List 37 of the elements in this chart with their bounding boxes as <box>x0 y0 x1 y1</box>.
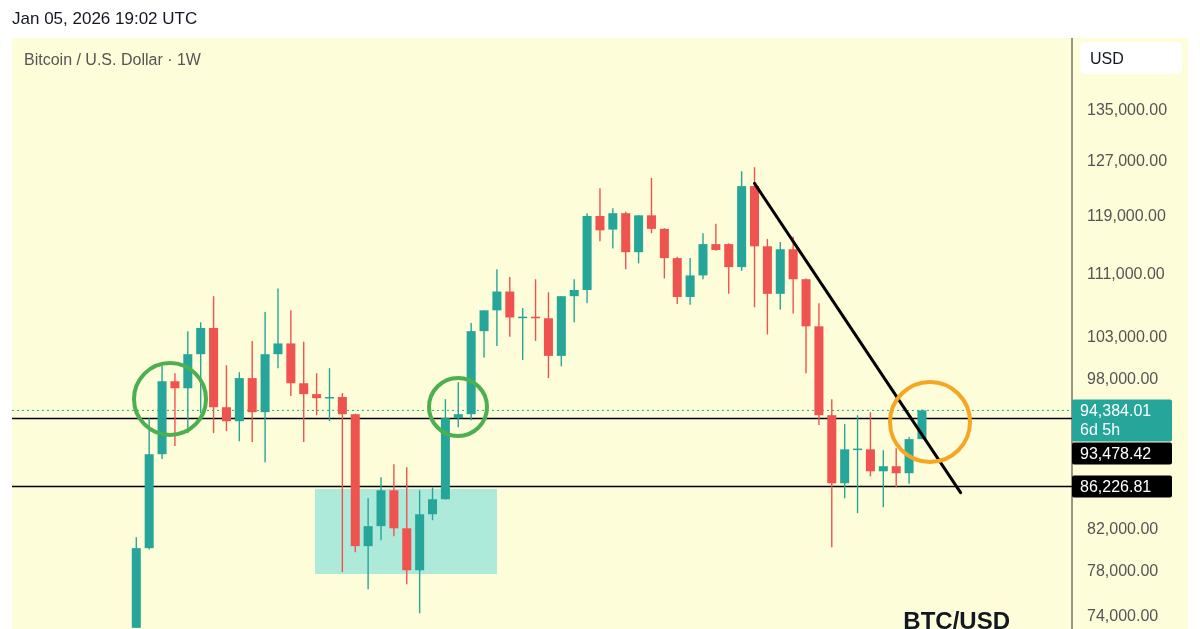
y-tick-label: 119,000.00 <box>1087 206 1166 224</box>
y-tick-label: 78,000.00 <box>1087 562 1159 580</box>
candlestick <box>428 486 438 521</box>
text: Jan 05, 2026 19:02 UTC <box>12 9 198 28</box>
y-axis-title: USD <box>1090 49 1124 67</box>
candlestick <box>337 392 347 573</box>
y-tick-label: 74,000.00 <box>1087 606 1159 624</box>
candlestick <box>363 497 373 590</box>
candlestick <box>170 372 180 447</box>
y-tick-label: 135,000.00 <box>1087 100 1168 118</box>
text: Bitcoin / U.S. Dollar · 1W <box>24 51 202 68</box>
ref-line-label: 93,478.42 <box>1080 444 1152 462</box>
candlestick <box>711 223 721 252</box>
annotation: BTC/USD <box>903 607 1010 629</box>
candlestick <box>685 257 695 306</box>
ref-line-label: 94,384.01 <box>1080 401 1152 419</box>
candlestick <box>608 207 618 250</box>
candlestick <box>299 341 309 443</box>
ref-line-label: 86,226.81 <box>1080 478 1152 496</box>
candlestick <box>273 287 283 369</box>
candlestick <box>724 242 734 295</box>
candlestick <box>221 364 231 432</box>
candlestick <box>569 278 579 323</box>
candlestick <box>595 187 605 242</box>
y-tick-label: 98,000.00 <box>1087 370 1159 388</box>
candlestick <box>492 268 502 347</box>
candlestick <box>479 309 489 359</box>
text: 6d 5h <box>1080 420 1121 438</box>
y-tick-label: 82,000.00 <box>1087 520 1159 538</box>
y-tick-label: 127,000.00 <box>1087 152 1168 170</box>
candlestick <box>646 177 656 234</box>
y-tick-label: 111,000.00 <box>1087 265 1165 283</box>
candlestick <box>891 447 901 488</box>
candlestick <box>878 449 888 508</box>
candlestick <box>312 372 322 416</box>
y-tick-label: 103,000.00 <box>1087 328 1168 346</box>
candlestick <box>865 411 875 478</box>
